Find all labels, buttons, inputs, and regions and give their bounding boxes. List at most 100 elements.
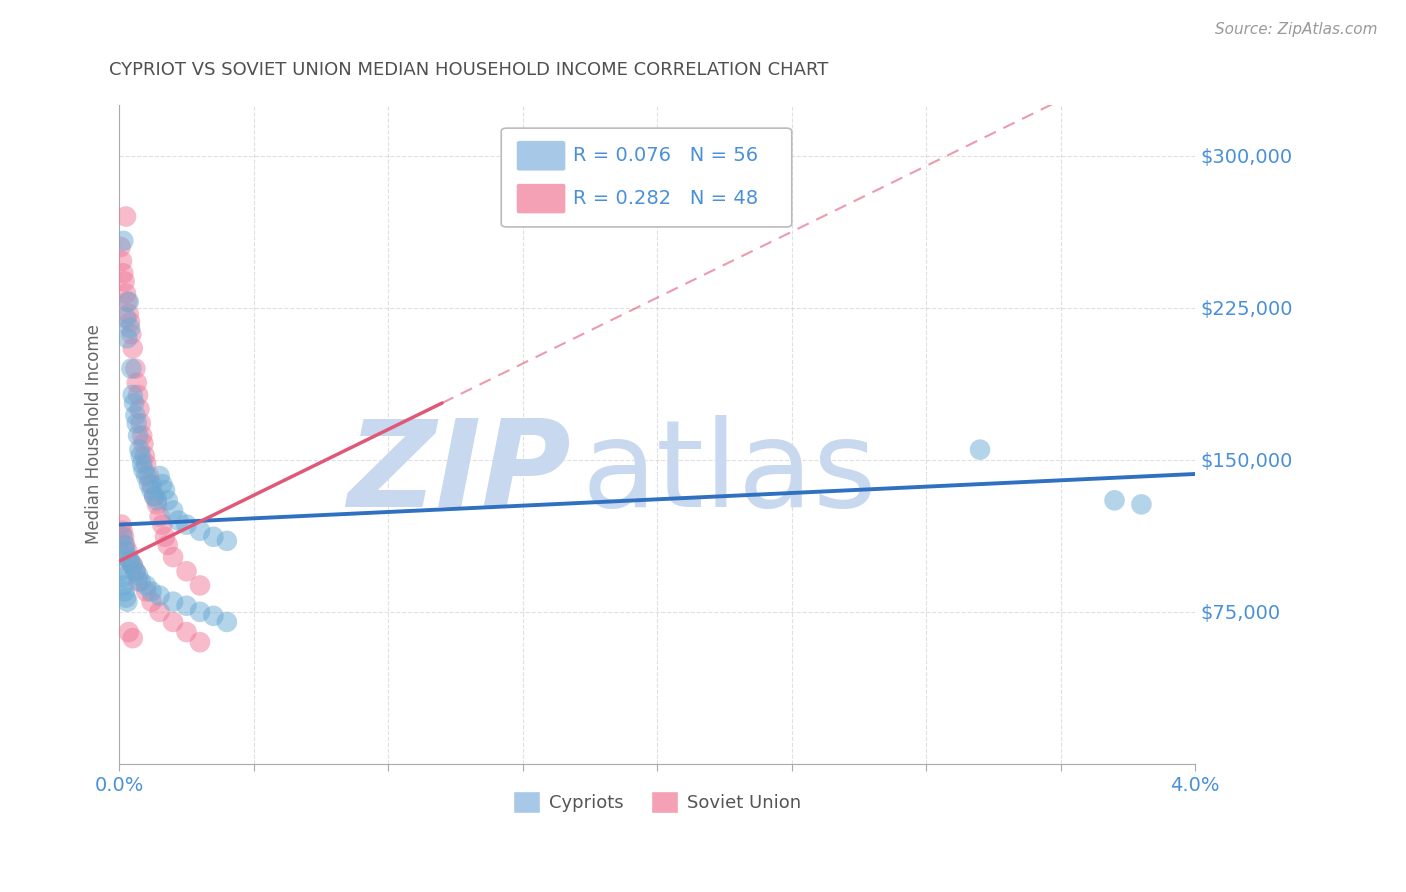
Point: [188, 524, 211, 538]
Point: [188, 635, 211, 649]
Point: [138, 469, 160, 483]
Point: [156, 493, 179, 508]
Point: [146, 497, 169, 511]
Point: [969, 442, 991, 457]
Text: ZIP: ZIP: [347, 416, 571, 533]
Point: [127, 568, 149, 582]
Text: R = 0.076   N = 56: R = 0.076 N = 56: [574, 146, 758, 165]
Point: [176, 564, 198, 578]
Point: [118, 294, 141, 309]
Point: [118, 307, 141, 321]
Point: [132, 463, 155, 477]
Point: [110, 517, 132, 532]
Point: [135, 578, 157, 592]
Point: [127, 574, 149, 589]
Point: [162, 615, 184, 629]
Point: [156, 538, 179, 552]
Point: [143, 489, 166, 503]
Point: [125, 417, 148, 431]
Point: [215, 533, 238, 548]
Point: [120, 327, 142, 342]
Point: [141, 483, 163, 498]
Point: [141, 584, 163, 599]
Point: [131, 428, 153, 442]
Point: [141, 595, 163, 609]
Point: [121, 341, 143, 355]
Point: [128, 442, 150, 457]
Point: [118, 554, 141, 568]
Point: [132, 436, 155, 450]
Point: [128, 402, 150, 417]
Point: [117, 595, 139, 609]
Point: [129, 417, 152, 431]
Point: [138, 477, 160, 491]
Point: [150, 477, 173, 491]
Point: [125, 376, 148, 390]
Point: [121, 558, 143, 573]
Point: [114, 538, 136, 552]
Point: [110, 564, 132, 578]
FancyBboxPatch shape: [501, 128, 792, 227]
Point: [115, 286, 138, 301]
Point: [112, 530, 135, 544]
Point: [112, 578, 135, 592]
Point: [188, 578, 211, 592]
Point: [127, 388, 149, 402]
Point: [124, 564, 146, 578]
Point: [111, 530, 134, 544]
Point: [149, 589, 172, 603]
Point: [117, 544, 139, 558]
Point: [111, 524, 134, 538]
Point: [114, 584, 136, 599]
Point: [112, 234, 135, 248]
Point: [162, 503, 184, 517]
Legend: Cypriots, Soviet Union: Cypriots, Soviet Union: [506, 784, 808, 821]
Point: [122, 396, 145, 410]
Point: [115, 210, 138, 224]
Point: [110, 240, 132, 254]
Point: [124, 564, 146, 578]
Point: [114, 544, 136, 558]
Point: [127, 428, 149, 442]
Point: [118, 315, 141, 329]
Point: [129, 574, 152, 589]
Point: [167, 514, 190, 528]
Point: [111, 570, 134, 584]
Y-axis label: Median Household Income: Median Household Income: [86, 325, 103, 544]
Point: [112, 538, 135, 552]
Point: [149, 469, 172, 483]
Point: [202, 608, 225, 623]
Point: [118, 625, 141, 640]
Point: [124, 408, 146, 422]
Point: [131, 457, 153, 471]
Point: [143, 489, 166, 503]
Point: [162, 550, 184, 565]
Point: [134, 449, 156, 463]
Point: [135, 584, 157, 599]
Point: [215, 615, 238, 629]
Point: [202, 530, 225, 544]
Point: [124, 361, 146, 376]
Point: [162, 595, 184, 609]
Point: [1130, 497, 1153, 511]
Point: [153, 483, 176, 498]
Point: [153, 530, 176, 544]
Point: [135, 457, 157, 471]
Point: [135, 469, 157, 483]
Point: [117, 550, 139, 565]
Point: [121, 631, 143, 645]
Point: [118, 321, 141, 335]
Point: [121, 558, 143, 573]
Point: [176, 625, 198, 640]
Point: [117, 331, 139, 345]
Point: [121, 388, 143, 402]
Text: Source: ZipAtlas.com: Source: ZipAtlas.com: [1215, 22, 1378, 37]
Point: [149, 605, 172, 619]
Point: [129, 449, 152, 463]
Point: [117, 294, 139, 309]
FancyBboxPatch shape: [516, 141, 565, 171]
Text: CYPRIOT VS SOVIET UNION MEDIAN HOUSEHOLD INCOME CORRELATION CHART: CYPRIOT VS SOVIET UNION MEDIAN HOUSEHOLD…: [108, 61, 828, 78]
Point: [118, 554, 141, 568]
Text: atlas: atlas: [582, 416, 877, 533]
Point: [112, 266, 135, 280]
